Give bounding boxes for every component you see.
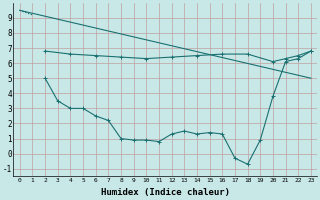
X-axis label: Humidex (Indice chaleur): Humidex (Indice chaleur) (101, 188, 230, 197)
